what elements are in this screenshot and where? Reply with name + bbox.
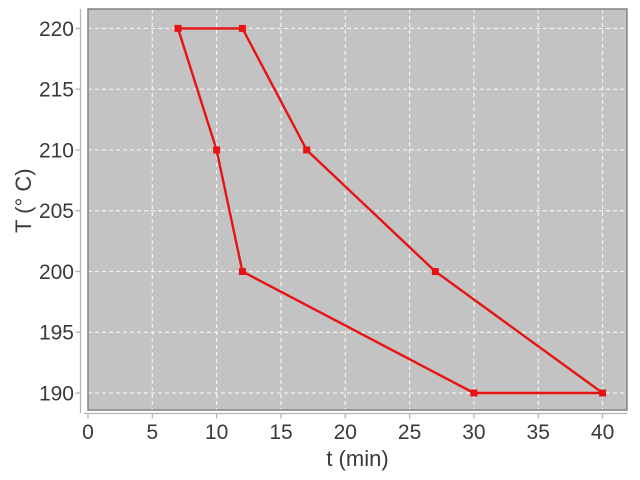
- data-point-marker: [431, 268, 439, 275]
- data-point-marker: [303, 146, 311, 154]
- x-tick-label: 10: [205, 421, 228, 444]
- x-tick-label: 35: [527, 421, 550, 444]
- data-point-marker: [213, 146, 221, 154]
- x-tick-label: 30: [462, 421, 485, 444]
- y-tick-label: 210: [39, 140, 74, 163]
- y-tick-label: 205: [39, 200, 74, 223]
- x-axis-title: t (min): [326, 446, 389, 471]
- y-axis-title: T (° C): [11, 168, 36, 233]
- x-tick-label: 20: [334, 421, 357, 444]
- x-tick-label: 0: [82, 421, 94, 444]
- y-tick-label: 215: [39, 79, 74, 102]
- x-tick-label: 25: [398, 421, 421, 444]
- x-tick-label: 15: [269, 421, 292, 444]
- plot-area: [88, 9, 627, 410]
- data-point-marker: [238, 268, 246, 275]
- y-tick-label: 200: [39, 261, 74, 284]
- data-point-marker: [470, 389, 478, 397]
- x-tick-label: 40: [591, 421, 614, 444]
- data-point-marker: [238, 24, 246, 32]
- y-tick-label: 190: [39, 383, 74, 406]
- y-tick-label: 220: [39, 18, 74, 41]
- data-point-marker: [599, 389, 607, 397]
- plot-border: [87, 8, 628, 411]
- data-point-marker: [174, 24, 182, 32]
- y-tick-label: 195: [39, 322, 74, 345]
- x-tick-label: 5: [146, 421, 158, 444]
